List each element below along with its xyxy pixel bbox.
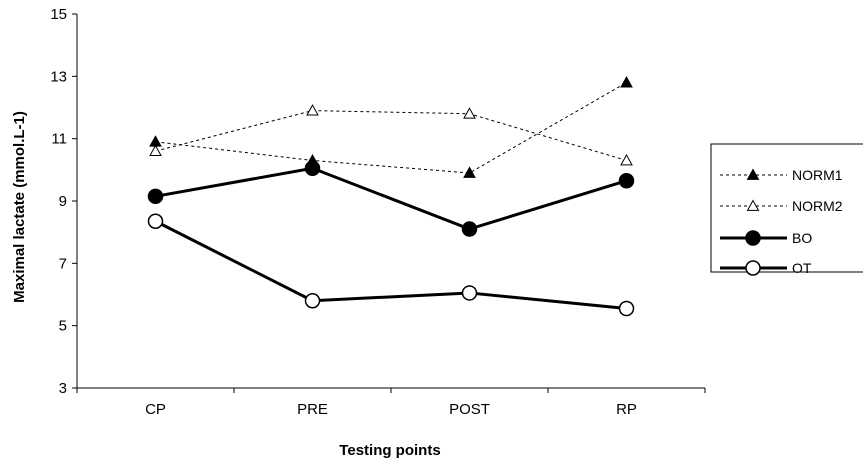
data-point	[620, 76, 633, 88]
legend-label: NORM2	[792, 198, 843, 214]
y-tick-label: 7	[59, 255, 67, 272]
legend-marker	[745, 260, 761, 276]
legend-item: NORM1	[720, 167, 843, 183]
y-axis-ticks: 3 5 7 9 11 13 15	[50, 6, 77, 397]
series-layer	[147, 76, 635, 317]
data-point	[461, 221, 478, 237]
y-axis-title: Maximal lactate (mmol.L-1)	[11, 111, 28, 303]
data-point	[306, 104, 319, 116]
legend-label: NORM1	[792, 167, 843, 183]
legend-marker	[746, 168, 760, 180]
x-axis-title: Testing points	[339, 442, 440, 459]
y-tick-label: 9	[59, 193, 67, 210]
y-tick-label: 5	[59, 318, 67, 335]
legend-marker	[746, 199, 760, 211]
y-tick-label: 11	[51, 131, 67, 148]
legend-label: OT	[792, 260, 812, 276]
data-point	[147, 213, 164, 230]
legend: NORM1 NORM2 BO OT	[710, 143, 863, 276]
series-line	[155, 110, 627, 161]
series-line	[155, 166, 627, 231]
legend-box	[710, 143, 863, 273]
legend-item: NORM2	[720, 198, 843, 214]
series-ot	[147, 213, 635, 317]
legend-item: BO	[720, 230, 812, 246]
x-tick-label: RP	[616, 401, 637, 418]
legend-marker	[745, 230, 761, 246]
y-tick-label: 15	[50, 6, 67, 23]
data-point	[620, 153, 633, 166]
y-tick-label: 3	[59, 380, 67, 397]
data-point	[463, 166, 476, 178]
data-point	[149, 144, 162, 157]
series-bo	[147, 160, 635, 237]
data-point	[304, 160, 321, 177]
data-point	[147, 188, 164, 205]
series-line	[154, 219, 627, 311]
data-point	[304, 292, 321, 309]
y-tick-label: 13	[50, 68, 67, 85]
series-norm2	[149, 104, 633, 166]
data-point	[618, 300, 635, 317]
series-norm1	[149, 76, 633, 178]
data-point	[618, 172, 635, 189]
data-point	[463, 107, 476, 119]
x-tick-label: CP	[145, 401, 166, 418]
legend-item: OT	[720, 260, 812, 276]
data-point	[461, 285, 478, 301]
series-line	[155, 82, 627, 174]
legend-label: BO	[792, 230, 812, 246]
x-tick-label: PRE	[297, 401, 328, 418]
x-axis-ticks: CP PRE POST RP	[76, 388, 706, 418]
x-tick-label: POST	[449, 401, 490, 418]
